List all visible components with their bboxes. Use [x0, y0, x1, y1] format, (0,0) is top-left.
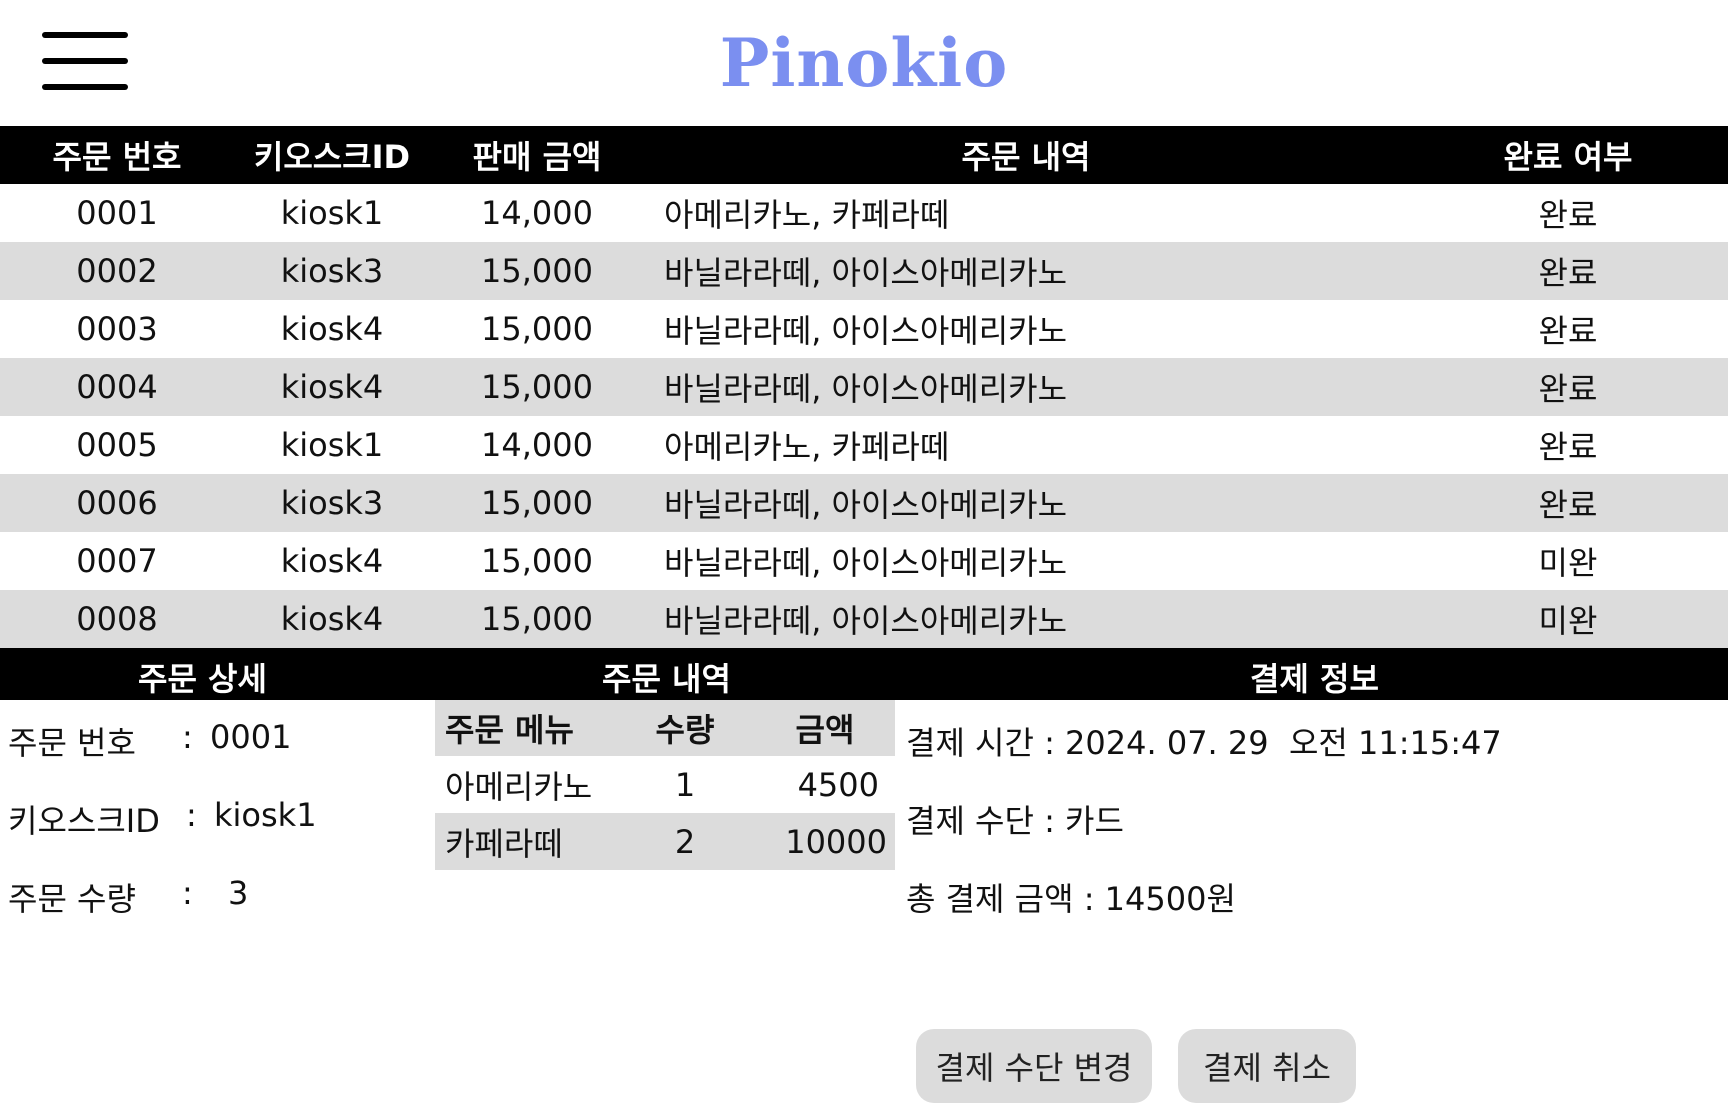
cancel-payment-button[interactable]: 결제 취소: [1178, 1029, 1356, 1103]
app-header: Pinokio: [0, 0, 1728, 126]
cell-status: 미완: [1538, 544, 1598, 582]
payment-info-title: 결제 정보: [1250, 660, 1379, 698]
app-logo: Pinokio: [719, 24, 1009, 102]
cell-amount: 15,000: [430, 590, 644, 648]
col-order-number: 주문 번호: [0, 126, 234, 184]
cell-kiosk-id: kiosk3: [234, 242, 430, 300]
order-detail-title: 주문 상세: [138, 660, 267, 698]
cell-amount: 14,000: [481, 426, 593, 464]
cell-order-number: 0002: [0, 242, 234, 300]
cell-kiosk-id: kiosk1: [280, 194, 384, 232]
detail-header-bar: 주문 상세 주문 내역 결제 정보: [0, 648, 1728, 700]
cell-amount: 15,000: [481, 310, 593, 348]
cell-kiosk-id: kiosk4: [280, 310, 384, 348]
payment-total: 총 결제 금액 : 14500원: [906, 880, 1236, 918]
table-row[interactable]: 0003 kiosk4 15,000 바닐라라떼, 아이스아메리카노 완료: [0, 300, 1728, 358]
table-row[interactable]: 0002 kiosk3 15,000 바닐라라떼, 아이스아메리카노 완료: [0, 242, 1728, 300]
cell-amount: 15,000: [481, 542, 593, 580]
col-completion: 완료 여부: [1408, 126, 1728, 184]
cell-amount: 15,000: [430, 242, 644, 300]
cell-items: 바닐라라떼, 아이스아메리카노: [644, 358, 1408, 416]
col-kiosk-id: 키오스크ID: [234, 126, 430, 184]
table-row[interactable]: 0006 kiosk3 15,000 바닐라라떼, 아이스아메리카노 완료: [0, 474, 1728, 532]
cell-kiosk-id: kiosk4: [234, 358, 430, 416]
quantity-sep: :: [182, 874, 193, 912]
cell-items: 아메리카노, 카페라떼: [664, 196, 950, 234]
cell-amount: 15,000: [430, 474, 644, 532]
col-qty: 수량: [615, 700, 755, 756]
order-items-table: 주문 메뉴 수량 금액 아메리카노 1 4500 카페라떼 2 10000: [435, 700, 895, 870]
cell-status: 완료: [1408, 242, 1728, 300]
cell-status: 완료: [1408, 474, 1728, 532]
orders-table: 주문 번호 키오스크ID 판매 금액 주문 내역 완료 여부 0001 kios…: [0, 126, 1728, 648]
table-row[interactable]: 0005 kiosk1 14,000 아메리카노, 카페라떼 완료: [0, 416, 1728, 474]
cell-items: 아메리카노, 카페라떼: [664, 428, 950, 466]
cell-order-number: 0001: [76, 194, 158, 232]
cell-kiosk-id: kiosk4: [234, 590, 430, 648]
cell-items: 바닐라라떼, 아이스아메리카노: [664, 544, 1068, 582]
col-price: 금액: [755, 700, 895, 756]
cell-kiosk-id: kiosk1: [280, 426, 384, 464]
cell-order-number: 0003: [76, 310, 158, 348]
cell-order-number: 0008: [0, 590, 234, 648]
table-row[interactable]: 0007 kiosk4 15,000 바닐라라떼, 아이스아메리카노 미완: [0, 532, 1728, 590]
cell-qty: 2: [615, 813, 755, 870]
cell-price: 10000: [755, 813, 895, 870]
kiosk-id-sep: :: [186, 796, 197, 834]
cell-status: 완료: [1408, 358, 1728, 416]
table-row[interactable]: 0008 kiosk4 15,000 바닐라라떼, 아이스아메리카노 미완: [0, 590, 1728, 648]
payment-method: 결제 수단 : 카드: [906, 802, 1124, 840]
cell-menu: 아메리카노: [445, 767, 593, 806]
cell-status: 완료: [1538, 428, 1598, 466]
quantity-value: 3: [228, 874, 249, 912]
table-row: 카페라떼 2 10000: [435, 813, 895, 870]
change-payment-method-button[interactable]: 결제 수단 변경: [916, 1029, 1152, 1103]
cell-order-number: 0004: [0, 358, 234, 416]
cell-amount: 14,000: [481, 194, 593, 232]
table-row[interactable]: 0004 kiosk4 15,000 바닐라라떼, 아이스아메리카노 완료: [0, 358, 1728, 416]
cell-order-number: 0007: [76, 542, 158, 580]
order-items-title: 주문 내역: [602, 660, 731, 698]
cell-order-number: 0006: [0, 474, 234, 532]
cell-status: 완료: [1538, 312, 1598, 350]
cell-items: 바닐라라떼, 아이스아메리카노: [644, 474, 1408, 532]
col-order-items: 주문 내역: [644, 126, 1408, 184]
kiosk-id-label: 키오스크ID: [8, 802, 160, 840]
items-header-row: 주문 메뉴 수량 금액: [435, 700, 895, 756]
quantity-label: 주문 수량: [8, 880, 136, 918]
kiosk-id-value: kiosk1: [214, 796, 317, 834]
table-row: 아메리카노 1 4500: [435, 756, 895, 813]
cell-status: 완료: [1538, 196, 1598, 234]
cell-items: 바닐라라떼, 아이스아메리카노: [644, 242, 1408, 300]
payment-time: 결제 시간 : 2024. 07. 29 오전 11:15:47: [906, 724, 1502, 762]
order-number-sep: :: [182, 718, 193, 756]
cell-kiosk-id: kiosk3: [234, 474, 430, 532]
hamburger-menu-icon[interactable]: [42, 32, 128, 92]
order-number-value: 0001: [210, 718, 292, 756]
cell-price: 4500: [797, 765, 879, 804]
orders-header-row: 주문 번호 키오스크ID 판매 금액 주문 내역 완료 여부: [0, 126, 1728, 184]
col-sale-amount: 판매 금액: [430, 126, 644, 184]
col-menu: 주문 메뉴: [435, 700, 615, 756]
order-number-label: 주문 번호: [8, 724, 136, 762]
cell-order-number: 0005: [76, 426, 158, 464]
cell-menu: 카페라떼: [435, 813, 615, 870]
cell-items: 바닐라라떼, 아이스아메리카노: [644, 590, 1408, 648]
cell-status: 미완: [1408, 590, 1728, 648]
table-row[interactable]: 0001 kiosk1 14,000 아메리카노, 카페라떼 완료: [0, 184, 1728, 242]
cell-kiosk-id: kiosk4: [280, 542, 384, 580]
cell-items: 바닐라라떼, 아이스아메리카노: [664, 312, 1068, 350]
cell-amount: 15,000: [430, 358, 644, 416]
cell-qty: 1: [674, 765, 696, 804]
